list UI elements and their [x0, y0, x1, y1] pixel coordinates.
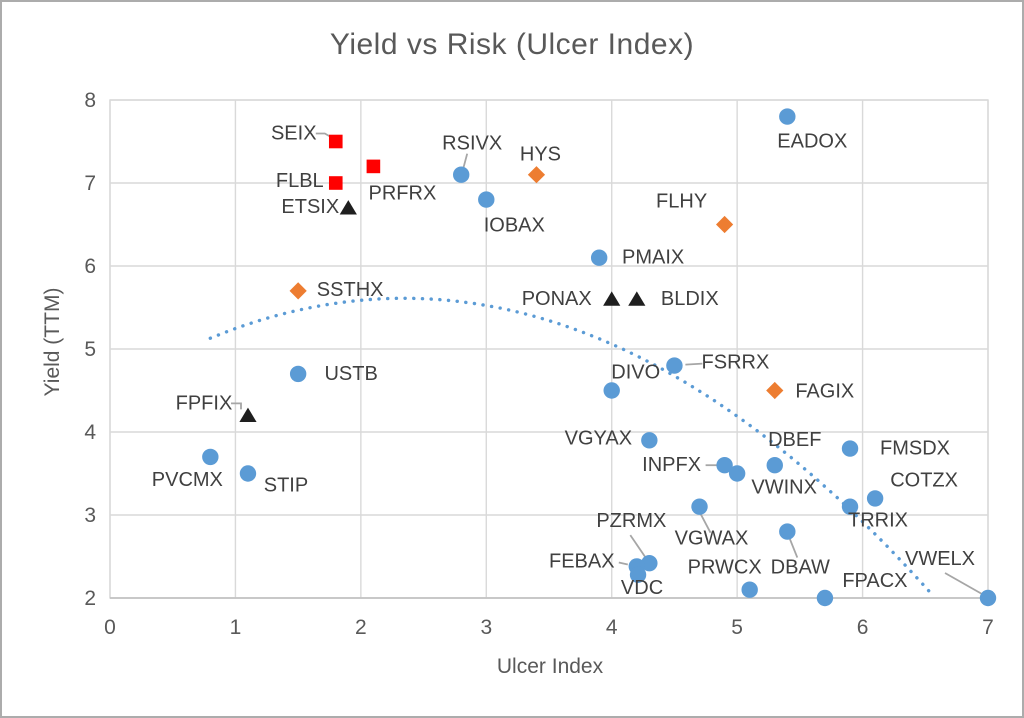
- point-label-flbl: FLBL: [276, 170, 324, 192]
- x-tick-label-4: 4: [606, 616, 618, 639]
- point-label-vwelx: VWELX: [905, 548, 975, 570]
- point-ponax-marker: [603, 291, 621, 306]
- y-tick-label-4: 4: [84, 421, 96, 444]
- leader-line-vgwax: [699, 513, 712, 534]
- point-label-cotzx: COTZX: [890, 469, 958, 491]
- point-bldix-marker: [628, 291, 646, 306]
- leader-line-fsrrx: [685, 362, 703, 366]
- point-label-hys: HYS: [520, 144, 561, 166]
- y-tick-label-7: 7: [84, 172, 96, 195]
- point-seix-marker: [328, 134, 343, 149]
- x-axis-title: Ulcer Index: [496, 655, 604, 678]
- point-iobax-marker: [478, 191, 495, 208]
- point-eadox-marker: [779, 108, 796, 125]
- point-etsix-marker: [339, 200, 357, 215]
- trendline: [208, 296, 934, 596]
- point-label-pmaix: PMAIX: [622, 247, 684, 269]
- point-label-ssthx: SSTHX: [317, 279, 384, 301]
- point-label-fsrrx: FSRRX: [702, 352, 770, 374]
- point-prfrx-marker: [366, 159, 381, 174]
- point-label-prwcx: PRWCX: [688, 557, 762, 579]
- y-tick-label-3: 3: [84, 504, 96, 527]
- x-tick-label-2: 2: [355, 616, 367, 639]
- point-ssthx-marker: [289, 282, 307, 300]
- leader-line-dbaw: [788, 537, 799, 558]
- leader-line-pzrmx: [629, 534, 647, 558]
- point-flhy-marker: [716, 215, 734, 234]
- x-tick-label-5: 5: [731, 616, 743, 639]
- point-label-fpacx: FPACX: [842, 570, 907, 592]
- point-label-seix: SEIX: [271, 123, 317, 145]
- point-label-febax: FEBAX: [549, 550, 615, 572]
- point-fmsdx-marker: [841, 440, 859, 457]
- point-label-rsivx: RSIVX: [442, 133, 502, 155]
- point-rsivx-marker: [453, 166, 470, 183]
- point-fpfix-marker: [239, 407, 257, 422]
- point-label-ponax: PONAX: [522, 288, 592, 310]
- point-label-inpfx: INPFX: [642, 454, 701, 476]
- point-vwelx-marker: [979, 589, 997, 607]
- point-pvcmx-marker: [202, 448, 219, 466]
- point-flbl-marker: [328, 176, 343, 190]
- point-vdc-marker: [629, 566, 647, 583]
- point-label-bldix: BLDIX: [661, 288, 719, 310]
- point-label-ustb: USTB: [324, 363, 377, 385]
- point-pmaix-marker: [590, 249, 608, 266]
- point-label-stip: STIP: [264, 475, 308, 497]
- point-vgyax-marker: [641, 432, 658, 449]
- point-label-fpfix: FPFIX: [176, 392, 233, 414]
- y-tick-label-8: 8: [84, 89, 96, 112]
- point-ustb-marker: [289, 365, 307, 383]
- point-label-pzrmx: PZRMX: [596, 510, 666, 532]
- point-label-eadox: EADOX: [777, 131, 847, 153]
- point-label-pvcmx: PVCMX: [152, 469, 223, 491]
- point-cotzx-marker: [866, 490, 884, 507]
- leader-line-rsivx: [462, 153, 469, 169]
- x-tick-label-7: 7: [982, 616, 994, 639]
- y-tick-label-6: 6: [84, 255, 96, 278]
- point-trrix-marker: [841, 498, 859, 515]
- point-label-trrix: TRRIX: [848, 510, 908, 532]
- point-label-vdc: VDC: [621, 577, 663, 599]
- point-divo-marker: [603, 382, 620, 399]
- x-tick-label-6: 6: [857, 616, 869, 639]
- point-label-vgwax: VGWAX: [675, 528, 749, 550]
- point-dbef-marker: [766, 457, 783, 474]
- point-fpacx-marker: [816, 589, 834, 607]
- point-label-iobax: IOBAX: [484, 215, 545, 237]
- point-fsrrx-marker: [666, 357, 683, 374]
- x-tick-label-0: 0: [104, 616, 116, 639]
- leader-line-vwelx: [944, 572, 983, 595]
- point-prwcx-marker: [741, 581, 758, 598]
- y-tick-label-5: 5: [84, 338, 96, 361]
- x-tick-label-1: 1: [230, 616, 242, 639]
- leader-line-febax: [618, 561, 628, 566]
- point-stip-marker: [239, 465, 257, 482]
- point-label-fagix: FAGIX: [795, 381, 854, 403]
- point-label-fmsdx: FMSDX: [880, 438, 950, 460]
- point-label-vwinx: VWINX: [751, 477, 817, 499]
- point-dbaw-marker: [779, 523, 796, 540]
- point-label-vgyax: VGYAX: [565, 427, 632, 449]
- point-pzrmx-marker: [641, 554, 658, 572]
- point-label-divo: DIVO: [611, 362, 660, 384]
- point-label-dbaw: DBAW: [771, 557, 830, 579]
- point-label-dbef: DBEF: [768, 429, 821, 451]
- leader-line-fpfix: [231, 402, 242, 410]
- point-inpfx-marker: [716, 457, 733, 474]
- point-label-flhy: FLHY: [656, 191, 707, 213]
- point-vwinx-marker: [728, 465, 746, 482]
- point-hys-marker: [527, 166, 546, 184]
- chart-title: Yield vs Risk (Ulcer Index): [329, 28, 695, 61]
- point-fagix-marker: [766, 381, 784, 400]
- point-label-etsix: ETSIX: [281, 196, 339, 218]
- y-tick-label-2: 2: [84, 587, 96, 610]
- point-vgwax-marker: [691, 498, 708, 515]
- x-tick-label-3: 3: [480, 616, 492, 639]
- point-label-prfrx: PRFRX: [369, 182, 437, 204]
